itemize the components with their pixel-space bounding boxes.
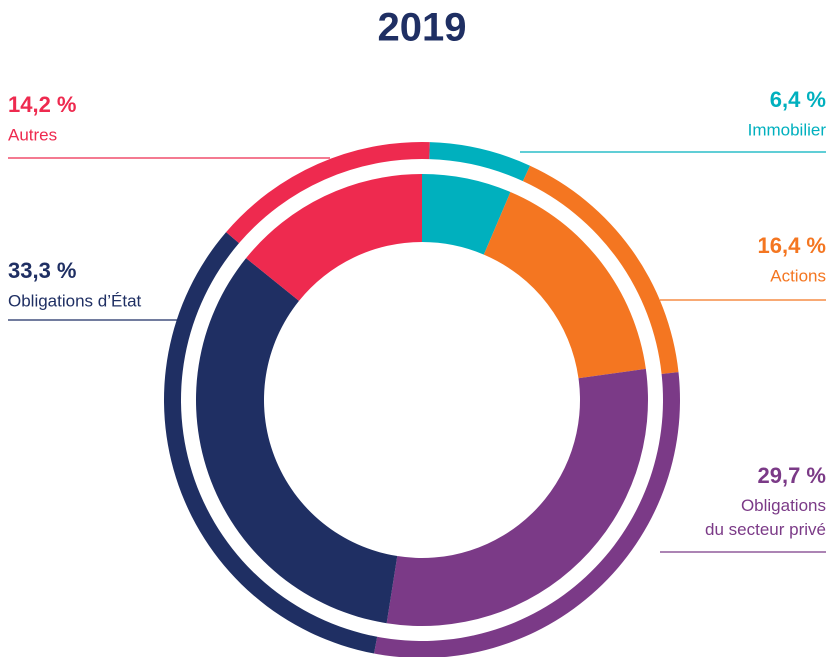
outer-ring-segment — [429, 142, 531, 182]
value-label: 33,3 % — [8, 258, 77, 283]
outer-ring-segment — [163, 232, 378, 654]
category-line: Obligations — [741, 496, 826, 515]
value-label: 14,2 % — [8, 92, 77, 117]
donut-segment — [483, 192, 646, 379]
value-label: 16,4 % — [758, 233, 827, 258]
category-label: Actions — [770, 266, 826, 285]
donut-segment — [422, 174, 511, 255]
category-label: Autres — [8, 125, 57, 144]
chart-title: 2019 — [378, 6, 467, 50]
category-label: Obligations du secteur privé — [705, 496, 826, 539]
outer-ring-segment — [522, 165, 679, 374]
category-label: Obligations d’État — [8, 291, 142, 310]
donut-segment — [196, 258, 398, 624]
donut-segment — [246, 174, 422, 301]
category-line: du secteur privé — [705, 520, 826, 539]
value-label: 29,7 % — [758, 463, 827, 488]
value-label: 6,4 % — [770, 87, 826, 112]
outer-ring-segment — [226, 142, 430, 244]
category-label: Immobilier — [748, 120, 827, 139]
donut-segment — [386, 368, 648, 626]
